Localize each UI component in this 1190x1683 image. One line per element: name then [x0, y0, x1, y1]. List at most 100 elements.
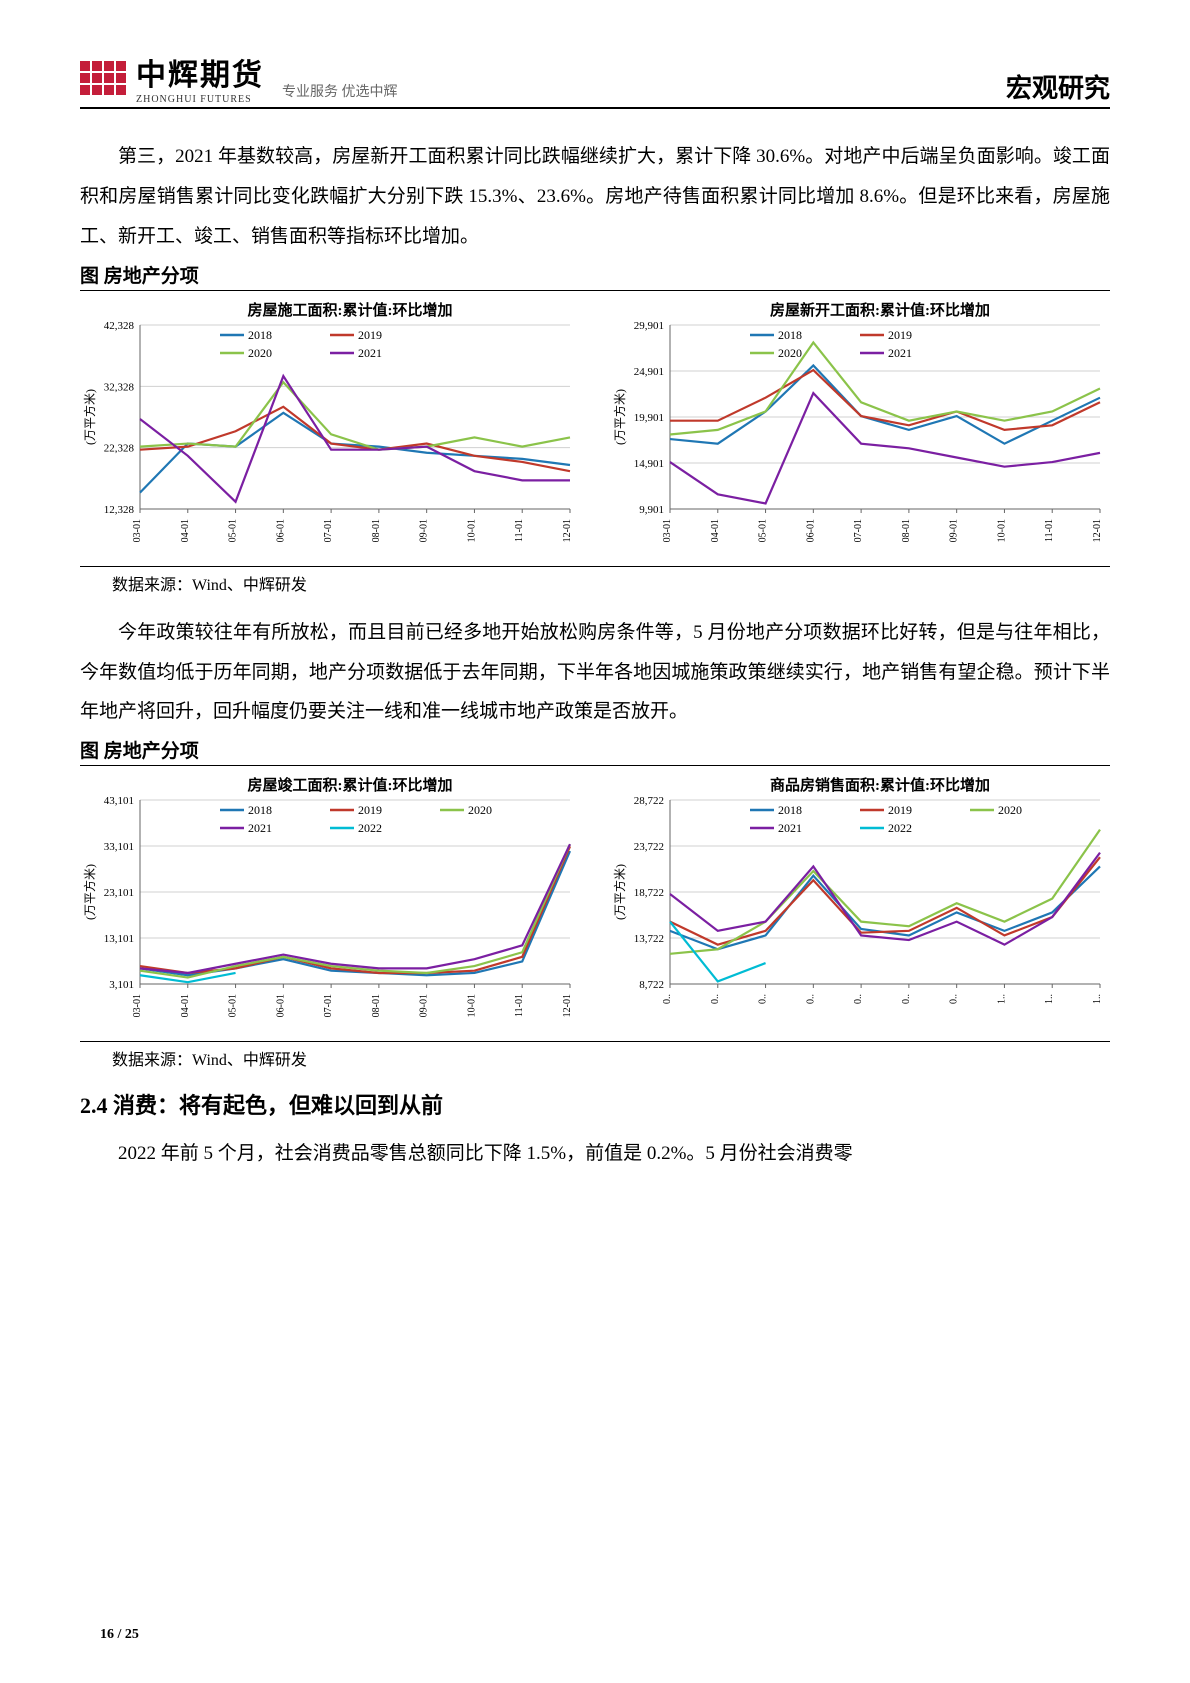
svg-text:2020: 2020: [468, 803, 492, 817]
svg-text:06-01: 06-01: [275, 519, 286, 542]
chart-new-start-area: 房屋新开工面积:累计值:环比增加 9,901 14,901 19,901 24,901 2…: [610, 297, 1110, 562]
svg-text:06-01: 06-01: [805, 519, 816, 542]
svg-text:11-01: 11-01: [514, 519, 525, 542]
svg-text:09-01: 09-01: [419, 994, 430, 1017]
svg-text:23,722: 23,722: [634, 841, 664, 853]
svg-text:2019: 2019: [358, 803, 382, 817]
logo-slogan: 专业服务 优选中辉: [282, 81, 398, 101]
logo-block: 中辉期货 ZHONGHUI FUTURES 专业服务 优选中辉: [80, 50, 398, 105]
svg-text:房屋施工面积:累计值:环比增加: 房屋施工面积:累计值:环比增加: [248, 301, 453, 319]
svg-text:07-01: 07-01: [323, 519, 334, 542]
paragraph-1: 第三，2021 年基数较高，房屋新开工面积累计同比跌幅继续扩大，累计下降 30.…: [80, 137, 1110, 257]
svg-text:2018: 2018: [248, 803, 272, 817]
svg-text:2019: 2019: [888, 803, 912, 817]
svg-text:08-01: 08-01: [371, 994, 382, 1017]
svg-text:0..: 0..: [901, 994, 912, 1004]
svg-text:23,101: 23,101: [104, 887, 134, 899]
svg-text:2018: 2018: [248, 328, 272, 342]
svg-text:19,901: 19,901: [634, 412, 664, 424]
header-title: 宏观研究: [1006, 68, 1110, 105]
svg-text:12-01: 12-01: [1092, 519, 1103, 542]
svg-text:10-01: 10-01: [466, 994, 477, 1017]
chart-construction-area: 房屋施工面积:累计值:环比增加 12,328 22,328 32,328 42,328 (…: [80, 297, 580, 562]
svg-text:2021: 2021: [888, 346, 912, 360]
svg-text:0..: 0..: [662, 994, 673, 1004]
svg-text:1..: 1..: [996, 994, 1007, 1004]
svg-text:2021: 2021: [778, 821, 802, 835]
svg-text:0..: 0..: [758, 994, 769, 1004]
logo-cn: 中辉期货: [136, 50, 264, 94]
svg-text:0..: 0..: [805, 994, 816, 1004]
svg-text:8,722: 8,722: [639, 979, 664, 991]
svg-text:2022: 2022: [358, 821, 382, 835]
svg-text:商品房销售面积:累计值:环比增加: 商品房销售面积:累计值:环比增加: [770, 776, 990, 794]
svg-text:08-01: 08-01: [371, 519, 382, 542]
svg-text:房屋竣工面积:累计值:环比增加: 房屋竣工面积:累计值:环比增加: [248, 776, 453, 794]
svg-text:2019: 2019: [888, 328, 912, 342]
logo-en: ZHONGHUI FUTURES: [136, 94, 264, 105]
svg-text:05-01: 05-01: [758, 519, 769, 542]
svg-text:(万平方米): (万平方米): [612, 864, 627, 920]
svg-text:房屋新开工面积:累计值:环比增加: 房屋新开工面积:累计值:环比增加: [770, 301, 990, 319]
svg-text:12-01: 12-01: [562, 519, 573, 542]
svg-text:18,722: 18,722: [634, 887, 664, 899]
svg-text:2018: 2018: [778, 803, 802, 817]
svg-text:(万平方米): (万平方米): [82, 389, 97, 445]
page-header: 中辉期货 ZHONGHUI FUTURES 专业服务 优选中辉 宏观研究: [80, 50, 1110, 109]
svg-text:04-01: 04-01: [710, 519, 721, 542]
chart-completion-area: 房屋竣工面积:累计值:环比增加3,10113,10123,10133,10143…: [80, 772, 580, 1037]
svg-text:32,328: 32,328: [104, 381, 135, 393]
svg-text:03-01: 03-01: [132, 519, 143, 542]
charts-row-1: 房屋施工面积:累计值:环比增加 12,328 22,328 32,328 42,328 (…: [80, 297, 1110, 562]
chart-sales-area: 商品房销售面积:累计值:环比增加 8,722 13,722 18,722 23,722 2…: [610, 772, 1110, 1037]
svg-text:03-01: 03-01: [662, 519, 673, 542]
svg-text:14,901: 14,901: [634, 458, 664, 470]
svg-text:2018: 2018: [778, 328, 802, 342]
svg-text:1..: 1..: [1044, 994, 1055, 1004]
svg-text:2021: 2021: [248, 821, 272, 835]
paragraph-3: 2022 年前 5 个月，社会消费品零售总额同比下降 1.5%，前值是 0.2%…: [80, 1134, 1110, 1174]
svg-text:9,901: 9,901: [639, 504, 664, 516]
svg-text:07-01: 07-01: [323, 994, 334, 1017]
svg-text:2019: 2019: [358, 328, 382, 342]
svg-text:33,101: 33,101: [104, 841, 134, 853]
svg-text:06-01: 06-01: [275, 994, 286, 1017]
logo-icon: [80, 61, 126, 95]
data-source-1: 数据来源：Wind、中辉研发: [80, 566, 1110, 595]
svg-text:04-01: 04-01: [180, 519, 191, 542]
svg-text:13,722: 13,722: [634, 933, 664, 945]
svg-text:09-01: 09-01: [949, 519, 960, 542]
svg-text:43,101: 43,101: [104, 795, 134, 807]
figure-title-1: 图 房地产分项: [80, 261, 1110, 291]
svg-text:1..: 1..: [1092, 994, 1103, 1004]
svg-text:12,328: 12,328: [104, 504, 135, 516]
svg-text:10-01: 10-01: [466, 519, 477, 542]
svg-text:05-01: 05-01: [228, 994, 239, 1017]
svg-text:(万平方米): (万平方米): [82, 864, 97, 920]
svg-text:2021: 2021: [358, 346, 382, 360]
svg-text:28,722: 28,722: [634, 795, 664, 807]
svg-text:24,901: 24,901: [634, 366, 664, 378]
svg-text:05-01: 05-01: [228, 519, 239, 542]
svg-text:(万平方米): (万平方米): [612, 389, 627, 445]
svg-text:22,328: 22,328: [104, 442, 135, 454]
svg-text:2020: 2020: [778, 346, 802, 360]
page-number: 16 / 25: [100, 1627, 139, 1643]
data-source-2: 数据来源：Wind、中辉研发: [80, 1041, 1110, 1070]
svg-text:29,901: 29,901: [634, 320, 664, 332]
svg-text:0..: 0..: [949, 994, 960, 1004]
svg-text:42,328: 42,328: [104, 320, 135, 332]
svg-text:2020: 2020: [248, 346, 272, 360]
svg-text:2020: 2020: [998, 803, 1022, 817]
svg-text:08-01: 08-01: [901, 519, 912, 542]
svg-text:03-01: 03-01: [132, 994, 143, 1017]
svg-text:12-01: 12-01: [562, 994, 573, 1017]
svg-text:3,101: 3,101: [109, 979, 134, 991]
svg-text:07-01: 07-01: [853, 519, 864, 542]
paragraph-2: 今年政策较往年有所放松，而且目前已经多地开始放松购房条件等，5 月份地产分项数据…: [80, 613, 1110, 733]
svg-text:11-01: 11-01: [1044, 519, 1055, 542]
figure-title-2: 图 房地产分项: [80, 736, 1110, 766]
svg-text:0..: 0..: [710, 994, 721, 1004]
svg-text:04-01: 04-01: [180, 994, 191, 1017]
svg-text:10-01: 10-01: [996, 519, 1007, 542]
